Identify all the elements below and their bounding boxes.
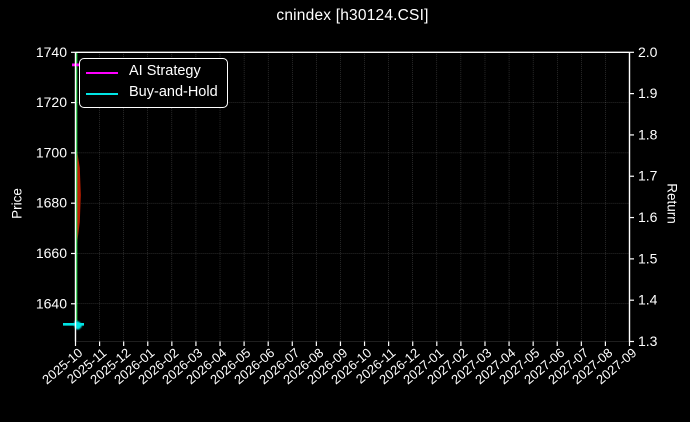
svg-text:1.4: 1.4 (638, 292, 658, 308)
svg-text:1.8: 1.8 (638, 126, 658, 142)
svg-text:2.0: 2.0 (638, 44, 658, 60)
svg-text:1700: 1700 (36, 144, 67, 160)
svg-text:1.5: 1.5 (638, 250, 658, 266)
svg-text:1.7: 1.7 (638, 168, 658, 184)
svg-text:1660: 1660 (36, 245, 67, 261)
svg-text:1740: 1740 (36, 44, 67, 60)
svg-text:1.3: 1.3 (638, 333, 658, 349)
svg-text:1640: 1640 (36, 295, 67, 311)
svg-text:1720: 1720 (36, 94, 67, 110)
svg-text:1.6: 1.6 (638, 209, 658, 225)
svg-text:1.9: 1.9 (638, 85, 658, 101)
svg-text:1680: 1680 (36, 195, 67, 211)
